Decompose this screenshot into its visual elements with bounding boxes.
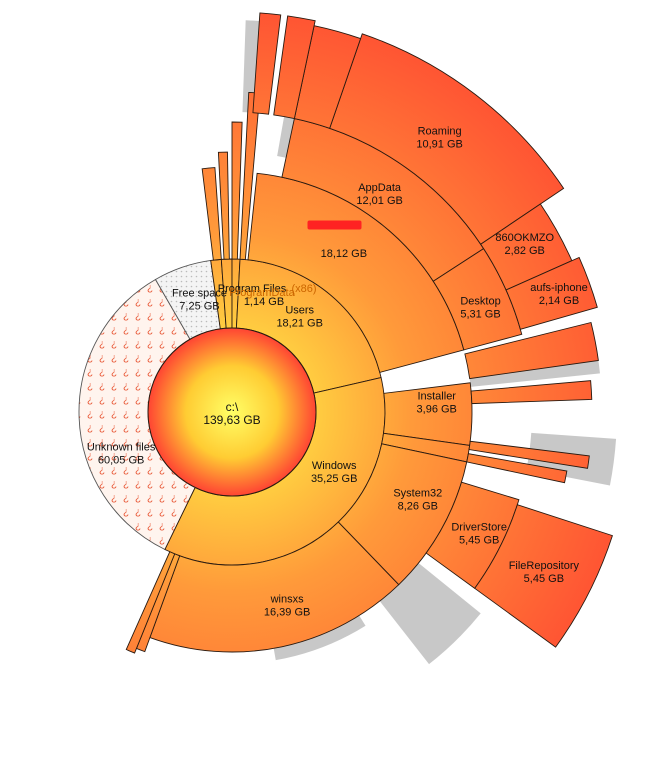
segment-unknown-files-value-label: 60,05 GB (98, 454, 144, 466)
segment-aufs-iphone[interactable] (505, 256, 598, 330)
redacted-username (307, 220, 362, 230)
segment-system32-value-label: 8,26 GB (398, 501, 438, 513)
segment-filerepository-name-label: FileRepository (509, 560, 580, 572)
shadow-system32 (379, 563, 481, 665)
segment-pf-child-3[interactable] (231, 121, 243, 260)
segment-free-space-name-label: Free space (172, 288, 227, 300)
segment-filerepository-value-label: 5,45 GB (524, 573, 564, 585)
segment-860okmzo-name-label: 860OKMZO (495, 232, 554, 244)
segment-root[interactable] (147, 327, 317, 497)
program-files-value-label: 1,14 GB (244, 296, 284, 308)
segment-installer-name-label: Installer (417, 390, 456, 402)
segment-roaming[interactable] (329, 33, 565, 245)
segment-system32-child-2[interactable] (466, 453, 568, 484)
segment-pf-child-1[interactable] (201, 167, 222, 261)
segment-users-name-label: Users (285, 304, 314, 316)
program-data-label: ProgramData (229, 287, 295, 299)
segment-system32-name-label: System32 (393, 488, 442, 500)
segment-users-child[interactable] (464, 321, 599, 380)
segment-desktop-value-label: 5,31 GB (460, 309, 500, 321)
segment-driverstore-name-label: DriverStore (451, 522, 507, 534)
program-files-x86-label: (x86) (291, 283, 316, 295)
segment-aufs-iphone-value-label: 2,14 GB (539, 295, 579, 307)
segment-system32-child-1[interactable] (468, 440, 590, 469)
segment-appdata-name-label: AppData (358, 182, 402, 194)
segment-pf-child-2[interactable] (217, 151, 230, 260)
segment-windows-value-label: 35,25 GB (311, 473, 357, 485)
segment-filerepository[interactable] (474, 504, 613, 648)
segment-roaming-value-label: 10,91 GB (416, 138, 462, 150)
program-files-label: Program Files (218, 283, 287, 295)
segment-860okmzo-value-label: 2,82 GB (505, 245, 545, 257)
segment-installer-value-label: 3,96 GB (417, 403, 457, 415)
segment-roaming-name-label: Roaming (418, 125, 462, 137)
segment-users-value-label: 18,21 GB (276, 317, 322, 329)
segment-windows-small-3[interactable] (125, 551, 176, 654)
segment-user-profile-value-label: 18,12 GB (321, 248, 367, 260)
segment-windows-name-label: Windows (312, 460, 357, 472)
segment-winsxs-name-label: winsxs (270, 593, 305, 605)
segment-appdata-child-2[interactable] (273, 15, 316, 120)
segment-pf-child-4[interactable] (239, 91, 261, 261)
segment-aufs-iphone-name-label: aufs-iphone (530, 282, 588, 294)
segment-desktop-name-label: Desktop (460, 296, 500, 308)
segment-free-space-value-label: 7,25 GB (179, 301, 219, 313)
segment-appdata-value-label: 12,01 GB (356, 195, 402, 207)
segment-winsxs-value-label: 16,39 GB (264, 606, 310, 618)
segment-pf-child-5[interactable] (252, 12, 282, 115)
root-value-label: 139,63 GB (203, 413, 260, 427)
segment-unknown-files-name-label: Unknown files (87, 441, 156, 453)
segment-appdata-child-1[interactable] (293, 25, 362, 129)
segment-installer-child[interactable] (470, 380, 593, 405)
root-name-label: c:\ (226, 400, 239, 414)
segment-driverstore-value-label: 5,45 GB (459, 535, 499, 547)
